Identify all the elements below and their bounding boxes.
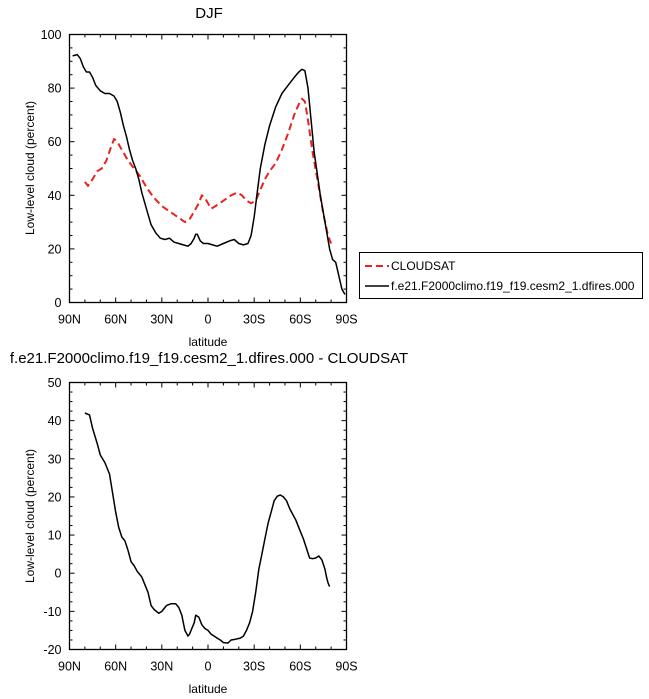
chart1-title: DJF [195,5,223,22]
chart1-y-axis-label: Low-level cloud (percent) [23,101,37,235]
chart2-ticks: 90N 60N 30N 0 30S 60S 90S -20 -10 0 10 20 30 40 50 [43,376,357,674]
series-line-model [72,53,346,295]
legend-label-model: f.e21.F2000climo.f19_f19.cesm2_1.dfires.… [391,279,635,293]
x-tick-label: 90S [335,660,357,674]
chart2-x-axis-label: latitude [189,682,228,696]
y-tick-label: 30 [48,452,62,466]
x-tick-label: 90N [58,313,81,327]
x-tick-label: 30N [150,660,173,674]
legend-label-cloudsat: CLOUDSAT [391,259,456,273]
x-tick-label: 60S [289,313,311,327]
y-tick-label: 0 [55,296,62,310]
y-tick-label: 20 [48,490,62,504]
x-tick-label: 60S [289,660,311,674]
x-tick-label: 0 [205,660,212,674]
x-tick-label: 30N [150,313,173,327]
y-tick-label: 60 [48,135,62,149]
y-tick-label: 20 [48,242,62,256]
y-tick-label: 40 [48,189,62,203]
x-tick-label: 30S [243,313,265,327]
y-tick-label: 10 [48,529,62,543]
series-line-difference [84,412,331,644]
x-tick-label: 60N [104,660,127,674]
y-tick-label: -20 [43,643,61,657]
y-tick-label: -10 [43,605,61,619]
x-tick-label: 90N [58,660,81,674]
chart2-y-axis-label: Low-level cloud (percent) [23,449,37,583]
chart1-x-axis-label: latitude [189,335,228,349]
y-tick-label: 80 [48,82,62,96]
chart2-lines [84,412,331,644]
x-tick-label: 90S [335,313,357,327]
chart1-lines [72,53,346,295]
x-tick-label: 60N [104,313,127,327]
x-tick-label: 30S [243,660,265,674]
y-tick-label: 40 [48,414,62,428]
y-tick-label: 50 [48,376,62,390]
legend-box [359,252,643,299]
legend: CLOUDSAT f.e21.F2000climo.f19_f19.cesm2_… [359,252,643,299]
y-tick-label: 100 [41,28,62,42]
chart2-title: f.e21.F2000climo.f19_f19.cesm2_1.dfires.… [10,350,408,367]
x-tick-label: 0 [205,313,212,327]
series-line-cloudsat [84,97,333,244]
chart2-plot-area [68,381,348,651]
y-tick-label: 0 [55,567,62,581]
chart1-ticks: 90N 60N 30N 0 30S 60S 90S 0 20 40 60 80 100 [41,28,358,327]
